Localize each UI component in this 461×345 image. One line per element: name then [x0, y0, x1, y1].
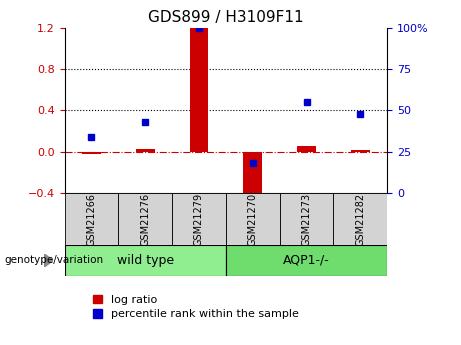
Legend: log ratio, percentile rank within the sample: log ratio, percentile rank within the sa…: [93, 295, 299, 319]
Bar: [136, 149, 154, 152]
Bar: [226, 193, 280, 245]
Bar: [280, 193, 333, 245]
Text: GSM21273: GSM21273: [301, 193, 312, 246]
Text: GSM21270: GSM21270: [248, 193, 258, 246]
Bar: [297, 146, 316, 152]
Text: genotype/variation: genotype/variation: [5, 256, 104, 265]
Bar: [65, 245, 226, 276]
Polygon shape: [44, 254, 53, 267]
Text: GSM21266: GSM21266: [86, 193, 96, 246]
Bar: [226, 245, 387, 276]
Bar: [82, 152, 101, 154]
Text: GSM21276: GSM21276: [140, 193, 150, 246]
Bar: [243, 152, 262, 204]
Bar: [351, 150, 370, 152]
Text: AQP1-/-: AQP1-/-: [283, 254, 330, 267]
Text: GSM21279: GSM21279: [194, 193, 204, 246]
Text: GSM21282: GSM21282: [355, 193, 366, 246]
Bar: [65, 193, 118, 245]
Title: GDS899 / H3109F11: GDS899 / H3109F11: [148, 10, 304, 25]
Bar: [118, 193, 172, 245]
Bar: [189, 28, 208, 152]
Text: wild type: wild type: [117, 254, 174, 267]
Bar: [172, 193, 226, 245]
Bar: [333, 193, 387, 245]
